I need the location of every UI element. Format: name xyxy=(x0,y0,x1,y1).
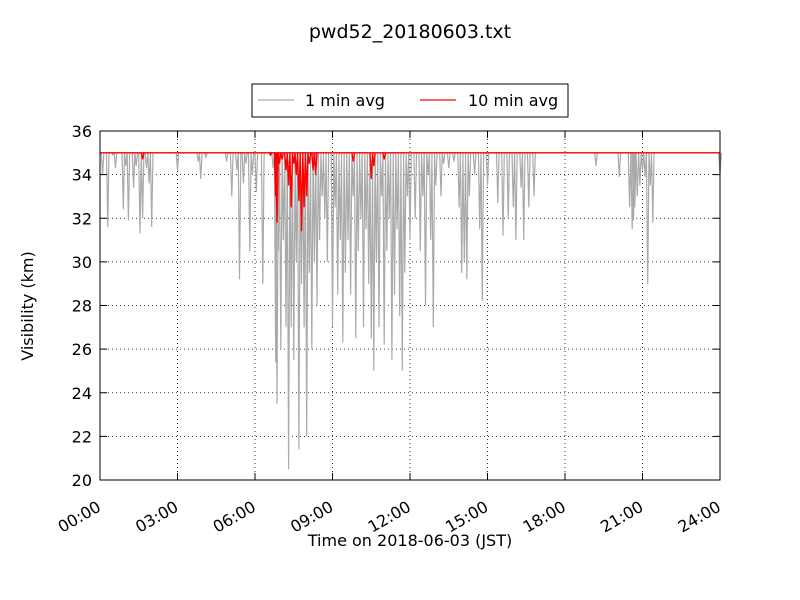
y-tick-label: 36 xyxy=(72,122,92,141)
y-tick-label: 20 xyxy=(72,471,92,490)
y-tick-label: 34 xyxy=(72,166,92,185)
y-tick-label: 24 xyxy=(72,384,92,403)
grid xyxy=(100,131,720,480)
legend-label-1-min-avg: 1 min avg xyxy=(305,91,385,110)
y-tick-label: 32 xyxy=(72,209,92,228)
legend-label-10-min-avg: 10 min avg xyxy=(468,91,558,110)
x-axis-label: Time on 2018-06-03 (JST) xyxy=(307,531,512,550)
y-tick-label: 30 xyxy=(72,253,92,272)
y-tick-label: 26 xyxy=(72,340,92,359)
chart-title: pwd52_20180603.txt xyxy=(309,21,511,43)
legend-box xyxy=(251,83,569,118)
y-tick-label: 22 xyxy=(72,427,92,446)
series-10-min-avg-dips xyxy=(140,152,387,232)
series-10-min-avg xyxy=(100,152,720,232)
y-tick-label: 28 xyxy=(72,297,92,316)
y-axis-label: Visibility (km) xyxy=(18,251,37,360)
legend: 1 min avg 10 min avg xyxy=(251,83,569,118)
